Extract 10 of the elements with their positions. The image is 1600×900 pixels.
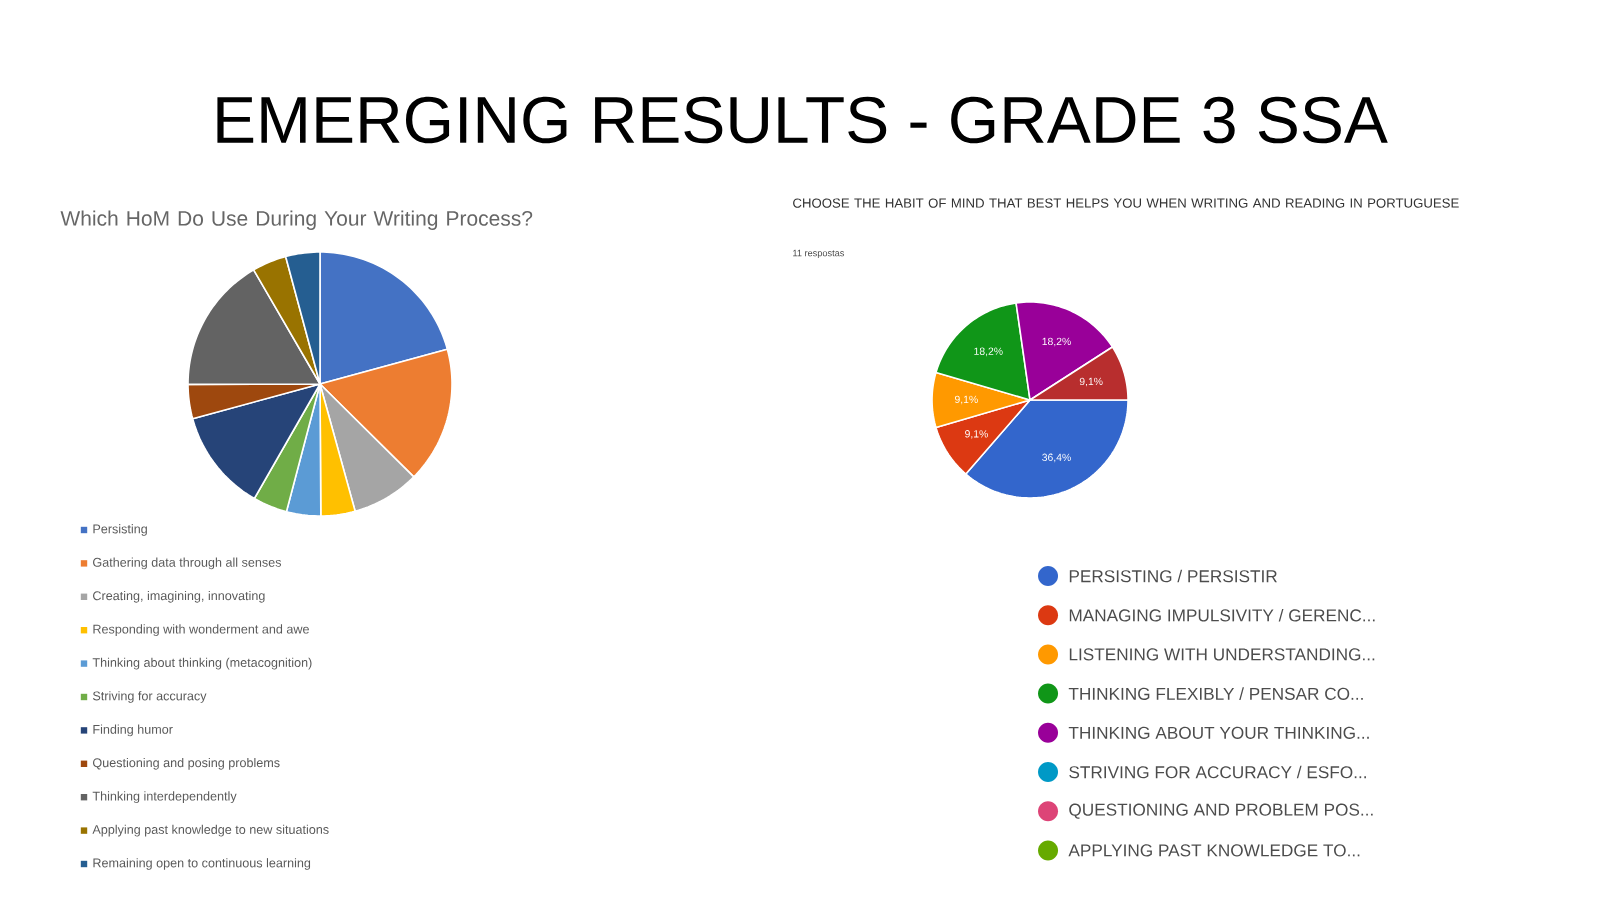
legend-label: APPLYING PAST KNOWLEDGE TO... <box>1068 844 1360 857</box>
legend-label: STRIVING FOR ACCURACY / ESFO... <box>1069 765 1366 779</box>
legend-label: QUESTIONING AND PROBLEM POS... <box>1069 803 1373 819</box>
text: EMERGING RESULTS - GRADE 3 SSA <box>217 96 1388 144</box>
legend-label: PERSISTING / PERSISTIR <box>1069 569 1277 583</box>
chart-title: Which HoM Do Use During Your Writing Process? <box>60 210 533 230</box>
legend-label: MANAGING IMPULSIVITY / GERENC... <box>1069 608 1375 622</box>
legend-label: THINKING FLEXIBLY / PENSAR CO... <box>1068 687 1363 700</box>
legend-label: THINKING ABOUT YOUR THINKING... <box>1068 726 1369 739</box>
legend-label: LISTENING WITH UNDERSTANDING... <box>1069 648 1375 661</box>
